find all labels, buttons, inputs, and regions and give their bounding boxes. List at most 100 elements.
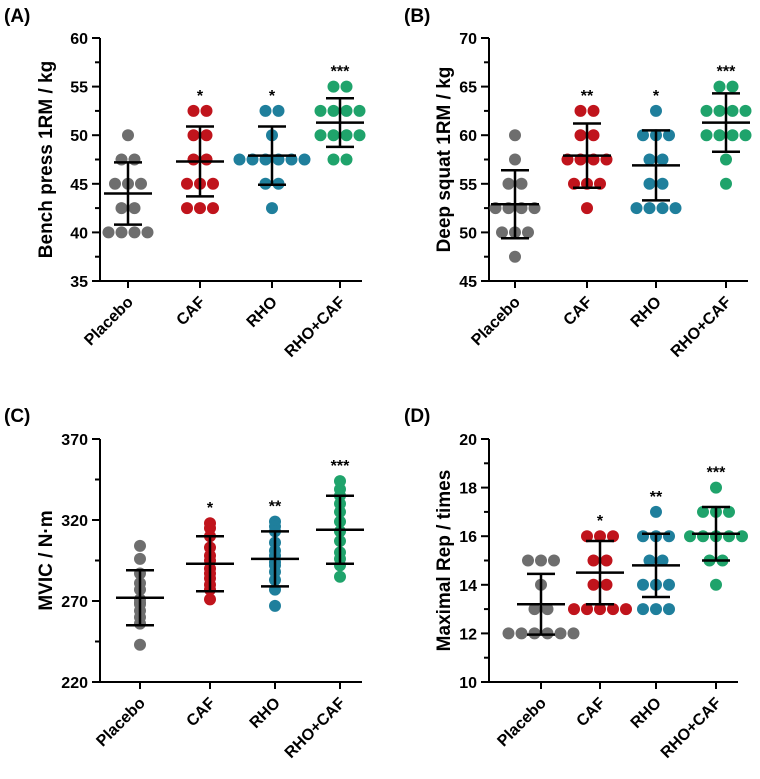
x-category-label: RHO+CAF [668, 294, 735, 361]
data-point [340, 104, 353, 117]
significance-label: * [653, 88, 660, 105]
significance-label: * [597, 513, 604, 530]
data-point [266, 202, 278, 215]
data-point [515, 177, 528, 190]
y-tick-label: 220 [61, 675, 88, 692]
x-category-label: CAF [574, 695, 609, 730]
data-point [594, 603, 606, 616]
data-point [502, 177, 515, 190]
data-point [509, 129, 521, 142]
x-category-label: Placebo [468, 294, 524, 350]
data-point [509, 153, 521, 166]
y-tick-label: 270 [61, 594, 88, 611]
x-category-label: Placebo [81, 294, 137, 350]
data-point [739, 129, 752, 142]
significance-label: * [269, 88, 276, 105]
y-axis-label: Deep squat 1RM / kg [434, 67, 455, 253]
data-point [663, 603, 675, 616]
x-category-label: CAF [561, 294, 596, 329]
data-point [587, 578, 600, 591]
data-point [327, 153, 340, 166]
data-point [135, 177, 147, 190]
y-tick-label: 320 [61, 513, 88, 530]
data-point [726, 129, 739, 142]
data-point [607, 530, 619, 543]
data-point [141, 226, 154, 239]
y-tick-label: 55 [70, 80, 88, 97]
data-point [522, 554, 534, 567]
data-point [115, 226, 128, 239]
panel-c: (C) 220 270 320 370 MVIC / N·m Placebo CAF * RHO *… [4, 406, 364, 762]
data-point [697, 505, 709, 518]
data-point [548, 554, 560, 567]
data-point [656, 554, 669, 567]
data-point [207, 202, 219, 215]
data-point [502, 627, 515, 640]
data-point [637, 578, 649, 591]
data-point [697, 530, 709, 543]
data-point [720, 177, 732, 190]
data-point [736, 530, 748, 543]
data-point [269, 599, 281, 612]
data-point [528, 603, 541, 616]
data-point [620, 603, 632, 616]
y-tick-label: 12 [459, 626, 477, 643]
data-point [515, 627, 528, 640]
data-point [327, 80, 340, 93]
data-point [134, 539, 146, 552]
significance-label: *** [707, 465, 726, 482]
y-tick-label: 18 [459, 481, 477, 498]
data-point [643, 177, 656, 190]
data-point [535, 554, 547, 567]
panel-a: (A) 35 40 45 50 55 60 Bench press 1RM / kg Place… [4, 6, 366, 361]
y-axis-label: MVIC / N·m [36, 510, 57, 610]
x-category-label: Placebo [93, 695, 149, 751]
panel-label: (B) [404, 6, 430, 27]
data-point [710, 481, 722, 494]
data-point [522, 226, 534, 239]
data-point [181, 177, 193, 190]
data-point [574, 104, 587, 117]
data-point [637, 603, 649, 616]
x-category-label: CAF [184, 695, 219, 730]
data-point [723, 530, 735, 543]
data-point [298, 153, 311, 166]
data-point [200, 129, 213, 142]
data-point [700, 129, 713, 142]
y-axis-label: Bench press 1RM / kg [36, 61, 57, 258]
data-point [656, 153, 669, 166]
data-point [669, 202, 682, 215]
data-point [509, 250, 521, 263]
y-tick-label: 65 [459, 80, 477, 97]
data-point [327, 129, 340, 142]
data-point [630, 202, 643, 215]
data-point [650, 603, 662, 616]
data-point [643, 153, 656, 166]
x-category-label: RHO+CAF [282, 294, 349, 361]
x-category-label: Placebo [494, 695, 550, 751]
x-category-label: CAF [174, 294, 209, 329]
panel-b: (B) 45 50 55 60 65 70 Deep squat 1RM / kg Placeb… [404, 6, 752, 361]
data-point [187, 129, 200, 142]
x-category-label: RHO+CAF [658, 695, 725, 762]
data-point [581, 202, 593, 215]
data-point [541, 603, 554, 616]
y-tick-label: 60 [459, 128, 477, 145]
significance-label: *** [331, 64, 350, 81]
data-point [187, 104, 200, 117]
y-tick-label: 14 [459, 578, 477, 595]
data-point [109, 177, 121, 190]
y-tick-label: 60 [70, 31, 88, 48]
data-point [554, 627, 567, 640]
y-tick-label: 70 [459, 31, 477, 48]
data-point [587, 554, 600, 567]
data-point [594, 530, 606, 543]
panel-label: (A) [4, 6, 30, 27]
data-point [710, 578, 722, 591]
panel-label: (D) [404, 406, 430, 427]
significance-label: *** [331, 458, 350, 475]
y-tick-label: 40 [70, 225, 88, 242]
data-point [656, 177, 669, 190]
data-point [663, 129, 675, 142]
